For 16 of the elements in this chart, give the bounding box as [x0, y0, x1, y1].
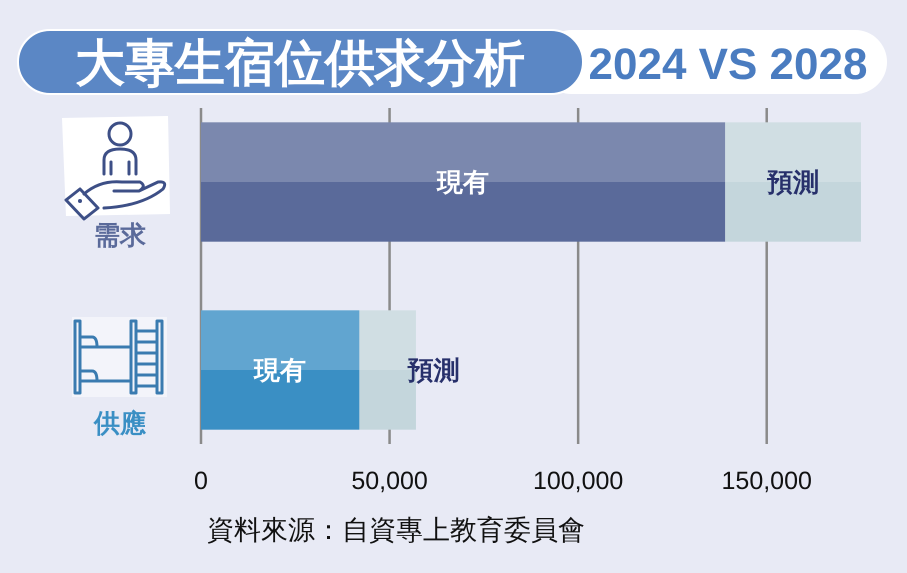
chart-title: 大專生宿位供求分析: [75, 35, 525, 91]
bar: [201, 122, 726, 242]
series-label: 現有: [436, 167, 490, 197]
y-tick-label: 需求: [94, 220, 147, 250]
y-tick-label: 供應: [93, 408, 147, 438]
x-tick-label: 50,000: [351, 467, 428, 495]
text: 現有: [254, 355, 306, 385]
bar: [201, 310, 360, 430]
source-note: 資料來源：自資專上教育委員會: [207, 515, 585, 545]
bar: [725, 122, 861, 242]
chart-subtitle: 2024 VS 2028: [588, 40, 868, 89]
x-tick-label: 0: [194, 467, 208, 495]
series-label: 預測: [406, 355, 460, 385]
x-tick-label: 100,000: [532, 467, 624, 495]
x-tick-label: 150,000: [722, 467, 812, 495]
text: 預測: [767, 167, 820, 197]
